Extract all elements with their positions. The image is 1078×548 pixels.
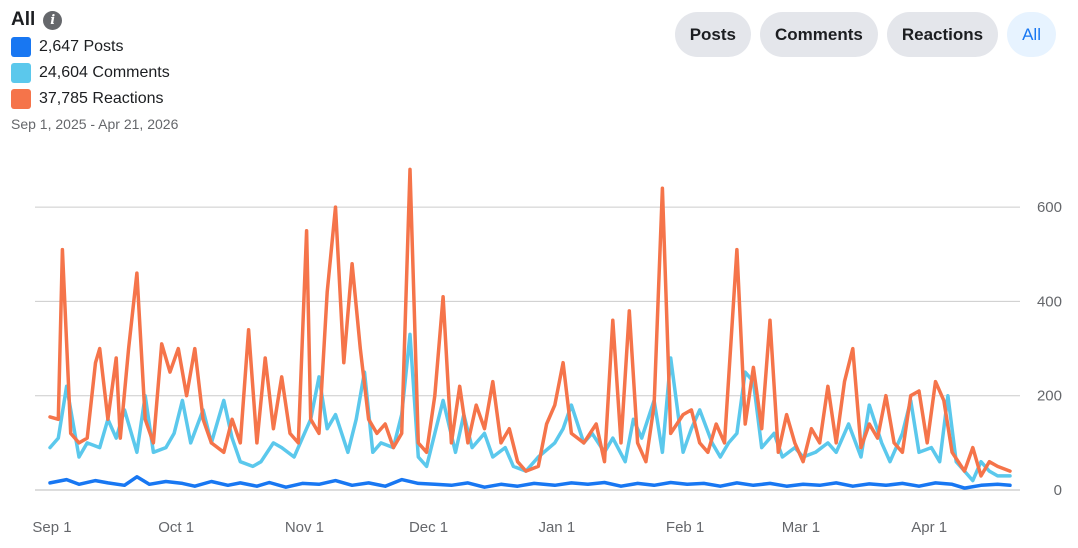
legend-label-posts: 2,647 Posts	[39, 38, 124, 55]
series-line-posts[interactable]	[48, 475, 1012, 490]
posts-swatch	[11, 37, 31, 57]
y-tick-label: 600	[1037, 199, 1062, 216]
legend-item-comments: 24,604 Comments	[11, 60, 178, 86]
x-tick-label: Feb 1	[666, 519, 704, 536]
date-range: Sep 1, 2025 - Apr 21, 2026	[11, 116, 179, 132]
x-tick-label: Mar 1	[782, 519, 820, 536]
x-tick-label: Dec 1	[409, 519, 448, 536]
x-tick-label: Nov 1	[285, 519, 324, 536]
info-icon[interactable]: i	[43, 10, 63, 30]
filter-all-button[interactable]: All	[1007, 12, 1056, 57]
title-row: All i	[11, 8, 178, 32]
x-tick-label: Jan 1	[538, 519, 575, 536]
legend-item-posts: 2,647 Posts	[11, 34, 178, 60]
chart-header: All i 2,647 Posts 24,604 Comments 37,785…	[11, 8, 178, 132]
filter-reactions-button[interactable]: Reactions	[886, 12, 999, 57]
chart-title: All	[11, 9, 36, 30]
x-tick-label: Apr 1	[911, 519, 947, 536]
y-tick-label: 0	[1054, 482, 1062, 499]
y-tick-label: 400	[1037, 293, 1062, 310]
filter-comments-button[interactable]: Comments	[759, 12, 878, 57]
filter-posts-button[interactable]: Posts	[674, 12, 751, 57]
comments-swatch	[11, 63, 31, 83]
reactions-swatch	[11, 89, 31, 109]
filter-group: Posts Comments Reactions All	[674, 12, 1056, 57]
legend-label-comments: 24,604 Comments	[39, 64, 170, 81]
legend-item-reactions: 37,785 Reactions	[11, 86, 178, 112]
legend: 2,647 Posts 24,604 Comments 37,785 React…	[11, 34, 178, 112]
x-tick-label: Oct 1	[158, 519, 194, 536]
series-line-reactions[interactable]	[48, 167, 1012, 478]
y-tick-label: 200	[1037, 388, 1062, 405]
legend-label-reactions: 37,785 Reactions	[39, 90, 164, 107]
x-tick-label: Sep 1	[32, 519, 71, 536]
